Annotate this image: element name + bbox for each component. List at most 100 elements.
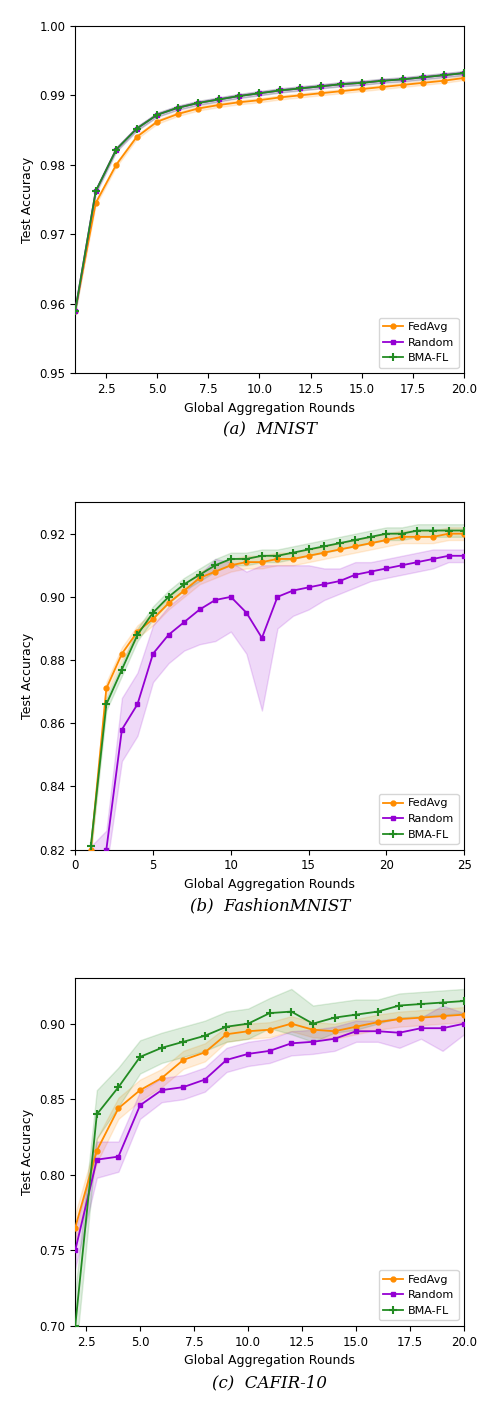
BMA-FL	[441, 66, 447, 83]
FedAvg	[256, 91, 262, 108]
BMA-FL	[137, 1049, 143, 1066]
Random	[181, 613, 187, 630]
BMA-FL	[256, 84, 262, 101]
Random	[228, 589, 234, 606]
FedAvg	[297, 87, 303, 104]
Random	[297, 80, 303, 97]
BMA-FL	[166, 589, 172, 606]
BMA-FL	[383, 526, 389, 543]
FedAvg	[197, 569, 203, 586]
FedAvg	[400, 76, 406, 93]
Random	[288, 1035, 294, 1052]
BMA-FL	[150, 605, 156, 621]
BMA-FL	[245, 1015, 251, 1032]
Random	[245, 1046, 251, 1063]
Random	[400, 70, 406, 87]
Random	[461, 65, 467, 82]
FedAvg	[430, 529, 436, 546]
FedAvg	[72, 302, 78, 319]
Random	[133, 121, 139, 138]
Random	[94, 1152, 100, 1168]
BMA-FL	[72, 1317, 78, 1334]
FedAvg	[274, 551, 280, 568]
Random	[359, 75, 365, 91]
Random	[137, 1097, 143, 1114]
X-axis label: Global Aggregation Rounds: Global Aggregation Rounds	[184, 1354, 355, 1367]
BMA-FL	[399, 526, 405, 543]
Random	[119, 721, 125, 738]
FedAvg	[383, 531, 389, 548]
BMA-FL	[461, 65, 467, 82]
Y-axis label: Test Accuracy: Test Accuracy	[21, 633, 34, 718]
Random	[104, 841, 110, 858]
Title: (a)  MNIST: (a) MNIST	[223, 422, 317, 439]
BMA-FL	[116, 1078, 122, 1095]
BMA-FL	[318, 77, 324, 94]
FedAvg	[195, 100, 201, 117]
BMA-FL	[306, 541, 312, 558]
BMA-FL	[400, 70, 406, 87]
Random	[224, 1052, 230, 1069]
Random	[318, 77, 324, 94]
BMA-FL	[119, 661, 125, 678]
FedAvg	[399, 529, 405, 546]
FedAvg	[368, 534, 374, 551]
FedAvg	[116, 1099, 122, 1116]
Line: BMA-FL: BMA-FL	[71, 997, 468, 1330]
BMA-FL	[461, 522, 467, 538]
BMA-FL	[133, 121, 139, 138]
Y-axis label: Test Accuracy: Test Accuracy	[21, 1109, 34, 1195]
BMA-FL	[332, 1010, 338, 1026]
Line: BMA-FL: BMA-FL	[87, 527, 468, 851]
FedAvg	[113, 156, 119, 173]
BMA-FL	[461, 993, 467, 1010]
BMA-FL	[72, 302, 78, 319]
BMA-FL	[216, 91, 222, 108]
BMA-FL	[277, 82, 283, 98]
BMA-FL	[359, 75, 365, 91]
Random	[195, 94, 201, 111]
FedAvg	[290, 551, 296, 568]
Random	[306, 579, 312, 596]
FedAvg	[212, 564, 218, 581]
FedAvg	[441, 72, 447, 89]
BMA-FL	[368, 529, 374, 546]
FedAvg	[306, 547, 312, 564]
FedAvg	[353, 1018, 359, 1035]
Random	[337, 572, 343, 589]
Random	[375, 1022, 381, 1039]
X-axis label: Global Aggregation Rounds: Global Aggregation Rounds	[184, 877, 355, 891]
Random	[88, 853, 94, 870]
FedAvg	[461, 69, 467, 86]
FedAvg	[420, 75, 426, 91]
FedAvg	[224, 1026, 230, 1043]
FedAvg	[228, 557, 234, 574]
BMA-FL	[154, 107, 160, 124]
FedAvg	[181, 582, 187, 599]
Random	[352, 567, 358, 583]
Legend: FedAvg, Random, BMA-FL: FedAvg, Random, BMA-FL	[379, 794, 459, 844]
FedAvg	[150, 610, 156, 627]
Random	[202, 1071, 208, 1088]
FedAvg	[461, 526, 467, 543]
BMA-FL	[430, 522, 436, 538]
FedAvg	[461, 1007, 467, 1024]
BMA-FL	[446, 522, 452, 538]
BMA-FL	[297, 80, 303, 97]
Random	[414, 554, 420, 571]
BMA-FL	[259, 547, 265, 564]
BMA-FL	[195, 94, 201, 111]
Random	[259, 630, 265, 647]
BMA-FL	[353, 1007, 359, 1024]
FedAvg	[332, 1022, 338, 1039]
FedAvg	[310, 1021, 316, 1038]
Line: Random: Random	[73, 70, 467, 314]
BMA-FL	[274, 547, 280, 564]
Random	[321, 576, 327, 593]
BMA-FL	[197, 567, 203, 583]
Random	[244, 605, 249, 621]
Random	[134, 696, 140, 713]
FedAvg	[72, 1219, 78, 1236]
Random	[72, 302, 78, 319]
Random	[93, 183, 99, 200]
